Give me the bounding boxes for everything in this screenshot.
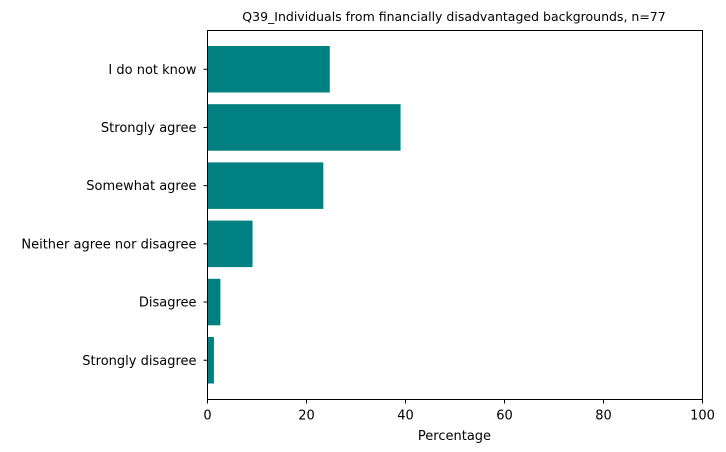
x-tick-label: 0 [203, 409, 211, 424]
x-axis-label: Percentage [418, 429, 491, 444]
y-tick-label: I do not know [108, 63, 196, 78]
chart-title: Q39_Individuals from financially disadva… [242, 9, 665, 24]
y-tick-label: Somewhat agree [86, 179, 196, 194]
bar-disagree [207, 278, 221, 326]
bar-strongly-disagree [207, 337, 214, 384]
y-tick-label: Strongly agree [101, 121, 197, 136]
y-axis: I do not know Strongly agree Somewhat agre… [21, 63, 208, 369]
x-tick-label: 40 [397, 409, 414, 424]
x-axis: 0 20 40 60 80 100 [203, 399, 715, 424]
x-tick-label: 20 [298, 409, 315, 424]
bar-i-do-not-know [207, 46, 330, 93]
bar-neither-agree-nor-disagree [207, 220, 253, 268]
x-tick-label: 80 [595, 409, 612, 424]
x-tick-label: 60 [496, 409, 513, 424]
y-tick-label: Strongly disagree [82, 354, 196, 369]
bar-somewhat-agree [207, 162, 324, 209]
y-tick-label: Disagree [139, 296, 197, 311]
x-tick-label: 100 [690, 409, 715, 424]
bars-group [207, 46, 401, 384]
plot-frame [207, 30, 703, 400]
bar-strongly-agree [207, 104, 401, 151]
y-tick-label: Neither agree nor disagree [21, 237, 196, 252]
